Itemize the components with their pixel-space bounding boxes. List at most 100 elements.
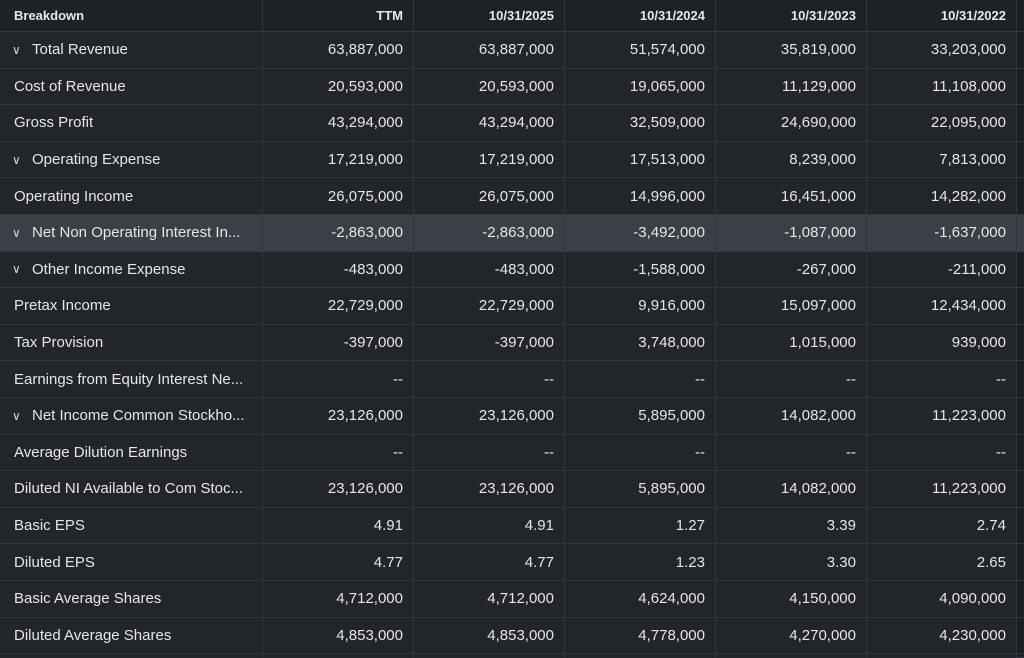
row-value: 22,729,000 — [263, 288, 414, 325]
table-edge — [1017, 105, 1024, 142]
table-edge — [1017, 68, 1024, 106]
row-label: Operating Income — [0, 178, 263, 215]
row-value: 23,126,000 — [414, 397, 565, 435]
row-value: 9,916,000 — [565, 288, 716, 325]
row-label: Gross Profit — [0, 105, 263, 142]
row-value: 63,887,000 — [263, 32, 414, 69]
row-value: -- — [263, 434, 414, 472]
row-value: 2.65 — [867, 544, 1017, 581]
row-value: 4,853,000 — [414, 617, 565, 655]
row-label-text: Pretax Income — [14, 297, 111, 315]
row-label-text: Diluted EPS — [14, 553, 95, 571]
row-value: -211,000 — [867, 251, 1017, 289]
chevron-down-icon[interactable]: ∨ — [12, 152, 21, 167]
chevron-down-icon[interactable]: ∨ — [12, 225, 21, 240]
row-value: 4.91 — [414, 507, 565, 545]
row-value: -2,863,000 — [263, 214, 414, 252]
row-value: -- — [414, 434, 565, 472]
chevron-down-icon[interactable]: ∨ — [12, 42, 21, 57]
row-value: 1,015,000 — [716, 324, 867, 362]
row-value: 2.74 — [867, 507, 1017, 545]
table-row-partial — [414, 654, 565, 658]
table-row-partial — [263, 654, 414, 658]
row-value: 4.91 — [263, 507, 414, 545]
row-label-text: Basic Average Shares — [14, 590, 162, 608]
row-value: -- — [565, 434, 716, 472]
row-value: 17,219,000 — [263, 141, 414, 179]
row-label: Diluted NI Available to Com Stoc... — [0, 471, 263, 508]
row-value: 26,075,000 — [414, 178, 565, 215]
row-label[interactable]: ∨ Net Non Operating Interest In... — [0, 214, 263, 252]
row-value: 32,509,000 — [565, 105, 716, 142]
row-value: 8,239,000 — [716, 141, 867, 179]
row-value: -3,492,000 — [565, 214, 716, 252]
row-label-text: Other Income Expense — [32, 260, 186, 278]
header-period-5[interactable]: 10/31/2022 — [867, 0, 1017, 32]
row-label-text: Net Income Common Stockho... — [32, 407, 245, 425]
table-edge — [1017, 434, 1024, 472]
row-label: Tax Provision — [0, 324, 263, 362]
row-value: -267,000 — [716, 251, 867, 289]
row-value: 4,270,000 — [716, 617, 867, 655]
row-value: -1,087,000 — [716, 214, 867, 252]
table-edge — [1017, 178, 1024, 215]
row-label[interactable]: ∨ Other Income Expense — [0, 251, 263, 289]
row-label-text: Diluted NI Available to Com Stoc... — [14, 480, 243, 498]
row-value: 4,624,000 — [565, 580, 716, 618]
row-label[interactable]: ∨ Net Income Common Stockho... — [0, 397, 263, 435]
row-label[interactable]: ∨ Total Revenue — [0, 32, 263, 69]
chevron-down-icon[interactable]: ∨ — [12, 262, 21, 277]
row-label: Average Dilution Earnings — [0, 434, 263, 472]
table-edge — [1017, 471, 1024, 508]
table-edge — [1017, 324, 1024, 362]
table-edge — [1017, 544, 1024, 581]
row-value: 14,996,000 — [565, 178, 716, 215]
header-period-2[interactable]: 10/31/2025 — [414, 0, 565, 32]
row-value: 4,712,000 — [414, 580, 565, 618]
row-value: 7,813,000 — [867, 141, 1017, 179]
table-edge — [1017, 507, 1024, 545]
row-value: 22,095,000 — [867, 105, 1017, 142]
row-value: -- — [414, 361, 565, 398]
header-period-4[interactable]: 10/31/2023 — [716, 0, 867, 32]
row-label-text: Diluted Average Shares — [14, 626, 172, 644]
row-value: -- — [565, 361, 716, 398]
row-label: Earnings from Equity Interest Ne... — [0, 361, 263, 398]
row-label-text: Earnings from Equity Interest Ne... — [14, 370, 244, 388]
row-value: -2,863,000 — [414, 214, 565, 252]
chevron-down-icon[interactable]: ∨ — [12, 408, 21, 423]
row-value: -483,000 — [263, 251, 414, 289]
row-value: 14,282,000 — [867, 178, 1017, 215]
table-edge — [1017, 617, 1024, 655]
row-value: 16,451,000 — [716, 178, 867, 215]
table-edge — [1017, 251, 1024, 289]
row-value: 3,748,000 — [565, 324, 716, 362]
table-edge — [1017, 654, 1024, 658]
row-label: Cost of Revenue — [0, 68, 263, 106]
row-value: 14,082,000 — [716, 471, 867, 508]
row-value: 24,690,000 — [716, 105, 867, 142]
row-label-text: Basic EPS — [14, 517, 85, 535]
row-value: 3.39 — [716, 507, 867, 545]
row-value: 51,574,000 — [565, 32, 716, 69]
row-value: 4,090,000 — [867, 580, 1017, 618]
row-value: 43,294,000 — [414, 105, 565, 142]
row-value: 23,126,000 — [414, 471, 565, 508]
row-value: -1,637,000 — [867, 214, 1017, 252]
table-edge — [1017, 288, 1024, 325]
table-edge — [1017, 32, 1024, 69]
header-period-1[interactable]: TTM — [263, 0, 414, 32]
header-period-3[interactable]: 10/31/2024 — [565, 0, 716, 32]
table-row-partial — [867, 654, 1017, 658]
table-edge — [1017, 580, 1024, 618]
table-row-partial — [716, 654, 867, 658]
row-label[interactable]: ∨ Operating Expense — [0, 141, 263, 179]
row-label-text: Gross Profit — [14, 114, 94, 132]
row-label-text: Cost of Revenue — [14, 77, 126, 95]
row-value: 23,126,000 — [263, 397, 414, 435]
row-value: 19,065,000 — [565, 68, 716, 106]
row-label: Pretax Income — [0, 288, 263, 325]
row-value: 35,819,000 — [716, 32, 867, 69]
row-value: 23,126,000 — [263, 471, 414, 508]
table-row-partial — [565, 654, 716, 658]
